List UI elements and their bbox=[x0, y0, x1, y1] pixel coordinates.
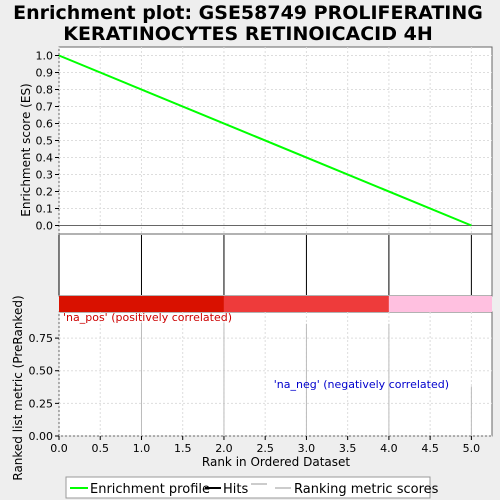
color-bar-segment bbox=[223, 296, 389, 312]
metric-y-tick-label: 0.00 bbox=[29, 430, 54, 443]
es-y-tick-label: 0.7 bbox=[36, 101, 54, 114]
chart-title-line-1: Enrichment plot: GSE58749 PROLIFERATING bbox=[13, 2, 483, 24]
es-y-tick-label: 0.6 bbox=[36, 118, 54, 131]
metric-y-tick-label: 0.50 bbox=[29, 365, 54, 378]
es-y-tick-label: 0.4 bbox=[36, 152, 54, 165]
x-tick-label: 3.0 bbox=[298, 442, 316, 455]
hits bbox=[58, 235, 472, 295]
es-y-tick-label: 0.2 bbox=[36, 186, 54, 199]
legend-label-enrichment-profile: Enrichment profile bbox=[90, 482, 210, 497]
x-tick-label: 1.0 bbox=[133, 442, 151, 455]
metric-panel bbox=[58, 311, 493, 437]
metric-y-axis-label: Ranked list metric (PreRanked) bbox=[11, 295, 25, 480]
es-y-tick-label: 0.5 bbox=[36, 135, 54, 148]
legend-box bbox=[65, 476, 431, 499]
color-bar-segment bbox=[388, 296, 492, 312]
chart-title-line-2: KERATINOCYTES RETINOICACID 4H bbox=[63, 23, 433, 45]
metric-x-axis: 0.0 0.5 1.0 1.5 2.0 2.5 3.0 3.5 4.0 4.5 5.0 bbox=[50, 436, 480, 455]
es-y-tick-label: 0.8 bbox=[36, 84, 54, 97]
x-tick-label: 2.5 bbox=[256, 442, 274, 455]
es-y-axis: 0.0 0.1 0.2 0.3 0.4 0.5 0.6 0.7 0.8 0.9 1.0 bbox=[36, 50, 59, 233]
es-y-tick-label: 0.3 bbox=[36, 169, 54, 182]
metric-y-tick-label: 0.75 bbox=[29, 332, 54, 345]
x-tick-label: 3.5 bbox=[339, 442, 357, 455]
es-y-tick-label: 0.9 bbox=[36, 67, 54, 80]
es-y-axis-label: Enrichment score (ES) bbox=[19, 83, 33, 216]
x-tick-label: 0.0 bbox=[50, 442, 68, 455]
x-tick-label: 2.0 bbox=[215, 442, 233, 455]
metric-y-tick-label: 0.25 bbox=[29, 397, 54, 410]
x-axis-label: Rank in Ordered Dataset bbox=[202, 455, 350, 469]
legend-label-ranking-metric: Ranking metric scores bbox=[294, 482, 439, 497]
x-tick-label: 1.5 bbox=[174, 442, 192, 455]
es-series bbox=[58, 54, 472, 227]
hits-panel bbox=[58, 233, 493, 297]
es-y-tick-label: 0.1 bbox=[36, 203, 54, 216]
ranked-color-bar bbox=[59, 296, 492, 312]
pos-correlation-label: 'na_pos' (positively correlated) bbox=[63, 311, 232, 324]
legend-label-hits: Hits bbox=[223, 482, 248, 497]
neg-correlation-label: 'na_neg' (negatively correlated) bbox=[274, 378, 449, 391]
x-tick-label: 4.5 bbox=[421, 442, 439, 455]
metric-bars bbox=[140, 322, 472, 436]
x-tick-label: 4.0 bbox=[380, 442, 398, 455]
enrichment-profile-line bbox=[58, 54, 472, 227]
x-tick-label: 0.5 bbox=[91, 442, 109, 455]
x-tick-label: 5.0 bbox=[463, 442, 481, 455]
metric-y-axis: 0.00 0.25 0.50 0.75 bbox=[29, 332, 59, 443]
es-y-tick-label: 0.0 bbox=[36, 220, 54, 233]
es-y-tick-label: 1.0 bbox=[36, 50, 54, 63]
color-bar-segment bbox=[59, 296, 224, 312]
